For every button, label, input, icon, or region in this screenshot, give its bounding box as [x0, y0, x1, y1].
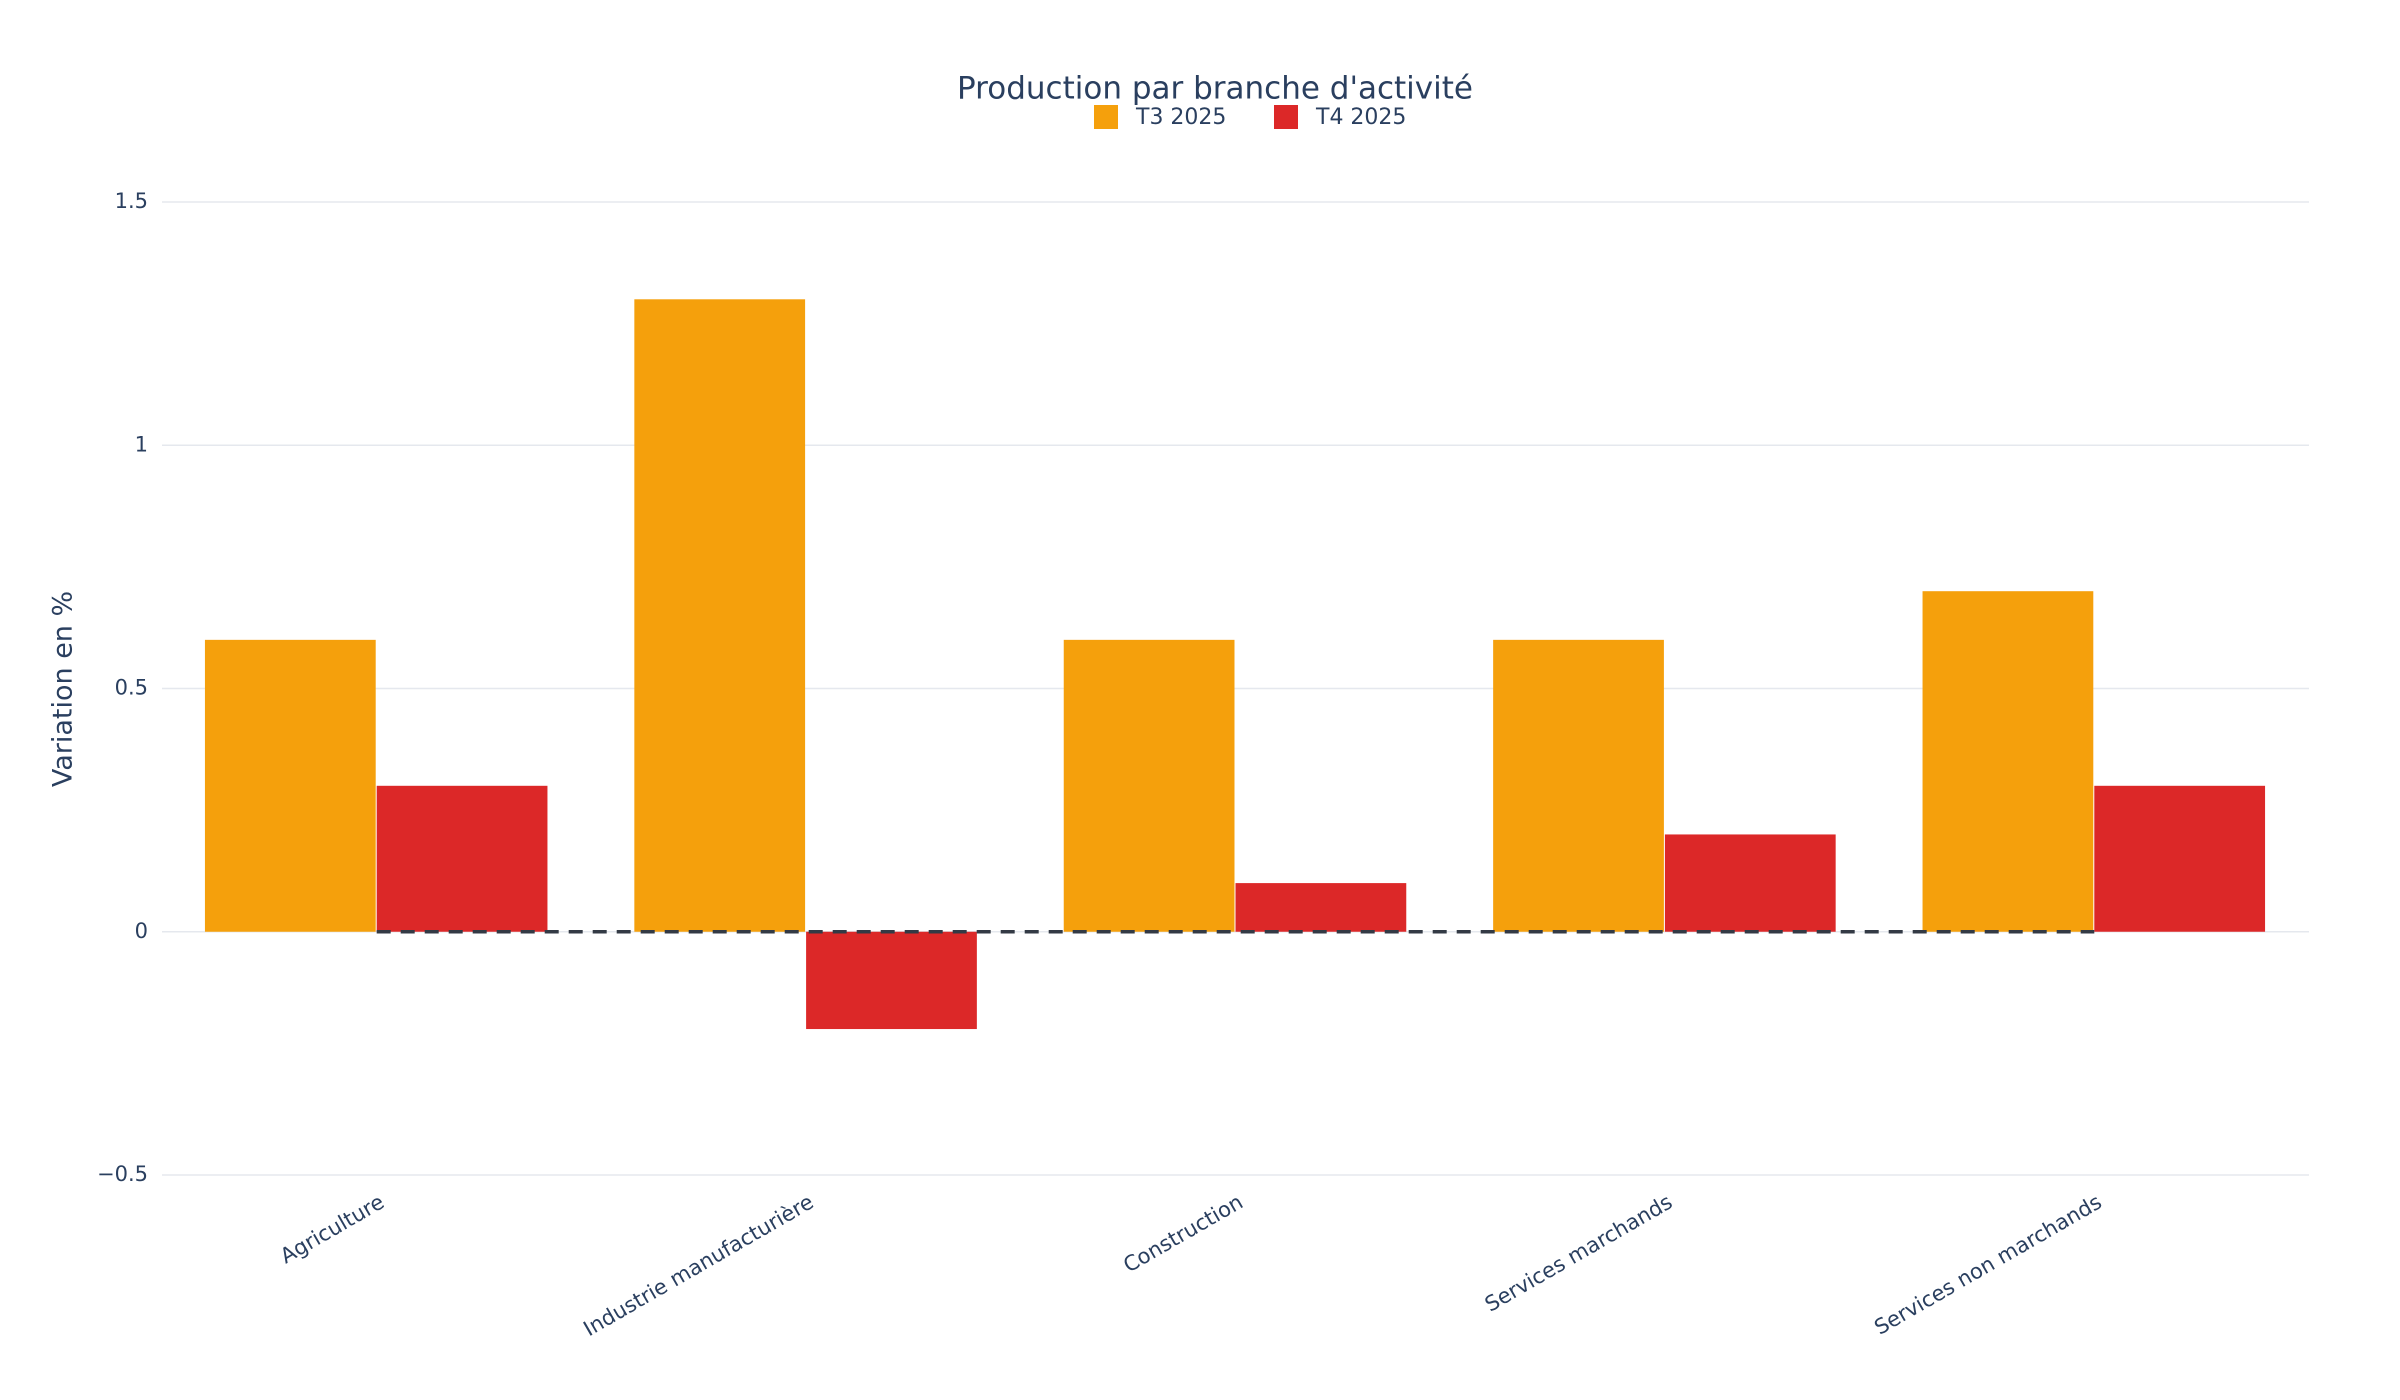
bar — [1922, 591, 2094, 932]
bar — [1664, 834, 1836, 932]
y-axis-title: Variation en % — [48, 591, 79, 787]
bar — [1063, 639, 1235, 932]
x-tick-label: Construction — [1119, 1190, 1247, 1278]
x-tick-label: Services marchands — [1481, 1190, 1677, 1317]
x-tick-label: Agriculture — [276, 1190, 388, 1269]
x-tick-label: Services non marchands — [1870, 1190, 2106, 1340]
y-tick-label: 1 — [135, 432, 148, 456]
legend-swatch — [1094, 105, 1118, 129]
bar — [806, 931, 977, 1030]
y-tick-label: 1.5 — [115, 189, 148, 213]
bar — [634, 299, 806, 932]
bar — [2094, 785, 2266, 932]
y-tick-label: 0 — [135, 919, 148, 943]
bar — [376, 785, 548, 932]
y-tick-label: −0.5 — [97, 1162, 148, 1186]
x-tick-label: Industrie manufacturière — [579, 1190, 817, 1341]
bar — [1493, 639, 1664, 932]
chart-title: Production par branche d'activité — [957, 71, 1473, 107]
y-tick-label: 0.5 — [115, 676, 148, 700]
legend-label: T4 2025 — [1315, 105, 1406, 130]
legend-swatch — [1274, 105, 1298, 129]
legend-label: T3 2025 — [1135, 105, 1226, 130]
bar — [1235, 883, 1407, 932]
bar — [204, 639, 376, 932]
